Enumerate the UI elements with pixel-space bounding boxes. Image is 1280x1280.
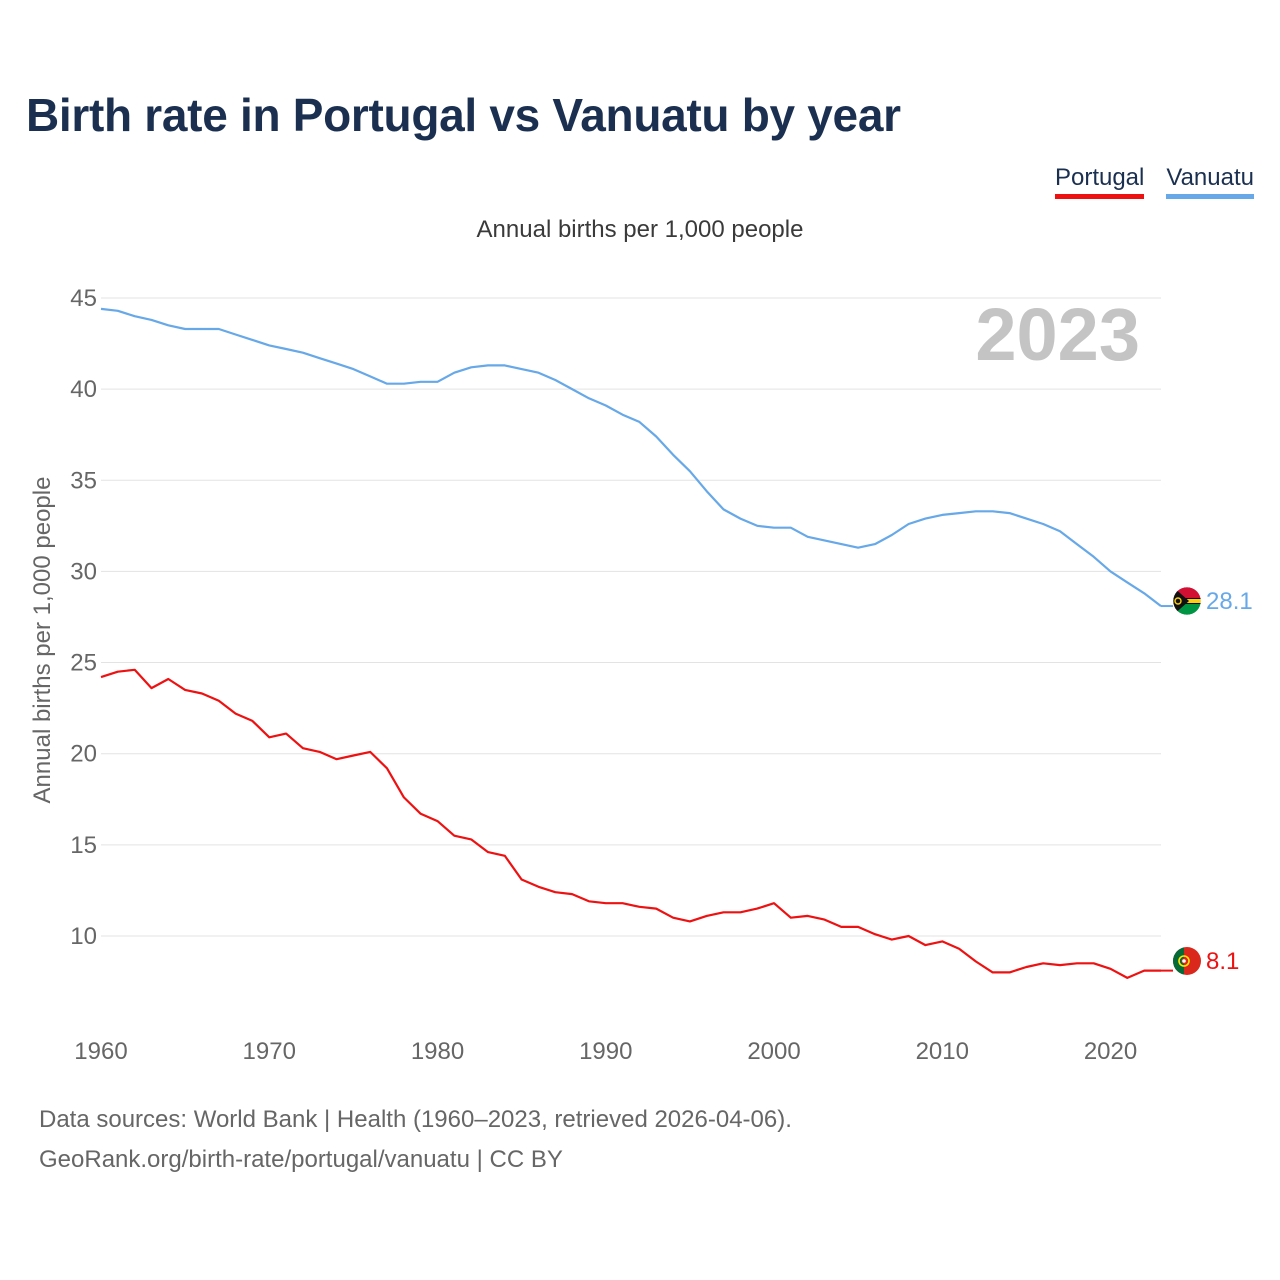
y-tick-label: 35 (70, 467, 97, 494)
x-tick-label: 2010 (916, 1038, 969, 1065)
legend-item-vanuatu[interactable]: Vanuatu (1166, 164, 1254, 199)
y-tick-label: 30 (70, 558, 97, 585)
year-overlay: 2023 (975, 293, 1140, 376)
vanuatu-flag (1173, 587, 1201, 615)
y-tick-label: 25 (70, 650, 97, 677)
x-tick-label: 1980 (411, 1038, 464, 1065)
axis-labels: 10 15 20 25 30 35 40 45 1960 1970 1980 1990 2000 2010… (70, 285, 1137, 1065)
portugal-flag (1173, 947, 1201, 975)
footer-url[interactable]: GeoRank.org/birth-rate/portugal/vanuatu … (39, 1146, 563, 1173)
y-tick-label: 10 (70, 923, 97, 950)
vanuatu-flag-outline (1172, 586, 1202, 616)
legend-item-portugal[interactable]: Portugal (1054, 164, 1145, 199)
x-tick-label: 1970 (243, 1038, 296, 1065)
y-tick-label: 15 (70, 832, 97, 859)
y-axis-title: Annual births per 1,000 people (29, 477, 56, 804)
vanuatu-end-label: 28.1 (1206, 588, 1253, 615)
series-lines (100, 307, 1173, 980)
series-line-vanuatu[interactable] (100, 307, 1162, 607)
y-tick-label: 40 (70, 376, 97, 403)
x-tick-label: 2020 (1084, 1038, 1137, 1065)
chart-title: Birth rate in Portugal vs Vanuatu by yea… (26, 89, 901, 141)
x-tick-label: 1960 (74, 1038, 127, 1065)
series-line-portugal[interactable] (100, 668, 1161, 980)
grid-lines (101, 297, 1161, 937)
y-tick-label: 45 (70, 285, 97, 312)
x-tick-label: 2000 (747, 1038, 800, 1065)
legend: Portugal Vanuatu (1054, 164, 1254, 199)
footer-sources: Data sources: World Bank | Health (1960–… (39, 1106, 792, 1133)
portugal-end-label: 8.1 (1206, 948, 1239, 975)
y-tick-label: 20 (70, 741, 97, 768)
x-tick-label: 1990 (579, 1038, 632, 1065)
chart-subtitle: Annual births per 1,000 people (476, 216, 804, 243)
